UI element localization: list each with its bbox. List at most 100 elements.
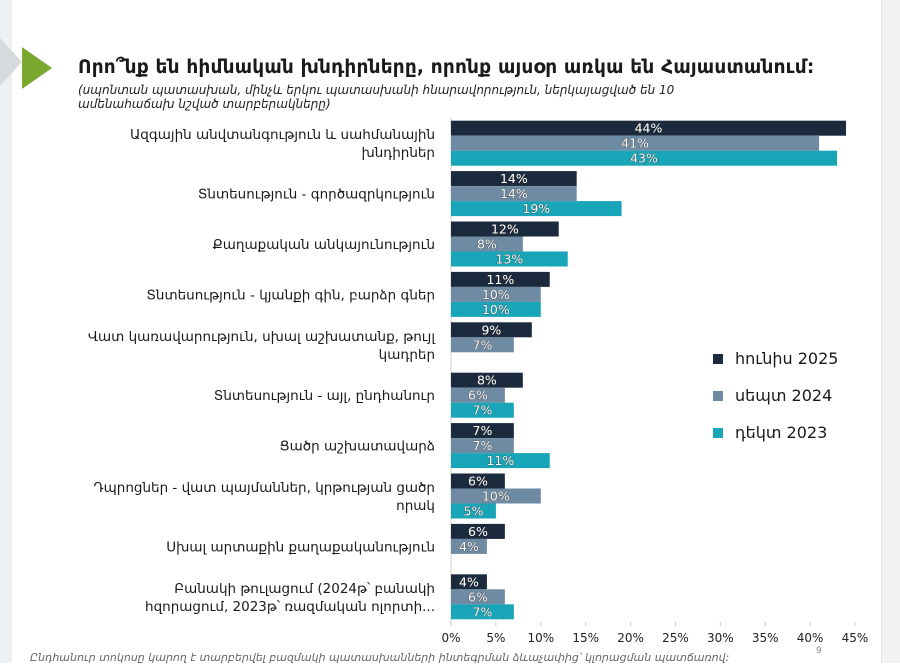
bar: [451, 271, 550, 287]
legend-swatch-icon: [713, 427, 723, 438]
bar-value-label: 10%: [482, 302, 510, 317]
bar-value-label: 10%: [482, 489, 510, 504]
x-tick-label: 25%: [662, 631, 689, 645]
bar: [451, 453, 550, 469]
x-tick-label: 45%: [842, 631, 869, 645]
x-tick-label: 20%: [617, 631, 644, 645]
bar: [451, 150, 838, 166]
bar-value-label: 43%: [630, 151, 658, 166]
x-tick-label: 40%: [797, 631, 824, 645]
bar-value-label: 7%: [473, 423, 493, 438]
legend-label: սեպտ 2024: [735, 386, 833, 405]
bar-value-label: 6%: [468, 524, 488, 539]
legend-label: դեկտ 2023: [735, 423, 828, 442]
category-label: Տնտեսություն - այլ, ընդհանուր: [214, 388, 435, 404]
legend: հունիս 2025 սեպտ 2024 դեկտ 2023: [713, 340, 838, 451]
bar: [451, 589, 505, 605]
category-label: Սխալ արտաքին քաղաքականություն: [166, 539, 435, 555]
footnote: Ընդհանուր տոկոսը կարող է տարբերվել բազմա…: [30, 651, 730, 664]
bar-value-label: 5%: [464, 504, 484, 519]
category-label: Ցածր աշխատավարձ: [280, 439, 435, 455]
bar: [451, 236, 523, 252]
category-label: որակ: [396, 498, 435, 514]
bar-value-label: 6%: [468, 589, 488, 604]
bar-value-label: 6%: [468, 474, 488, 489]
bar-value-label: 7%: [473, 438, 493, 453]
bar-value-label: 9%: [481, 322, 501, 337]
bar-value-label: 8%: [477, 373, 497, 388]
page-number: 9: [816, 646, 822, 656]
gray-triangle-decoration: [0, 38, 22, 86]
x-tick-label: 0%: [441, 631, 460, 645]
bar: [451, 372, 523, 388]
bar: [451, 423, 514, 439]
bar-value-label: 4%: [459, 539, 479, 554]
legend-label: հունիս 2025: [735, 349, 839, 368]
x-tick-label: 15%: [572, 631, 599, 645]
x-tick-label: 30%: [707, 631, 734, 645]
category-label: Քաղաքական անկայունություն: [213, 237, 435, 253]
bar-value-label: 11%: [486, 453, 514, 468]
bar: [451, 438, 514, 454]
bar: [451, 120, 847, 136]
bar: [451, 135, 820, 151]
bar-value-label: 14%: [500, 171, 528, 186]
x-tick-label: 35%: [752, 631, 779, 645]
bar-value-label: 44%: [635, 121, 663, 136]
bar: [451, 574, 487, 590]
legend-swatch-icon: [713, 390, 723, 401]
bar: [451, 171, 577, 187]
bar-value-label: 12%: [491, 222, 519, 237]
left-edge-strip: [0, 0, 12, 663]
bar-value-label: 41%: [621, 136, 649, 151]
scrollbar-track[interactable]: [881, 0, 900, 663]
bar: [451, 301, 541, 317]
bar: [451, 488, 541, 504]
bar-value-label: 6%: [468, 388, 488, 403]
category-label: Տնտեսություն - կյանքի գին, բարձր գներ: [146, 287, 435, 303]
bar: [451, 201, 622, 217]
bar: [451, 251, 568, 267]
bar-value-label: 7%: [473, 403, 493, 418]
bar-value-label: 13%: [495, 252, 523, 267]
category-label: Տնտեսություն - գործազրկություն: [198, 187, 435, 203]
bar-value-label: 10%: [482, 287, 510, 302]
bar: [451, 337, 514, 353]
bar: [451, 604, 514, 620]
x-tick-label: 10%: [527, 631, 554, 645]
bar-value-label: 7%: [473, 337, 493, 352]
bar: [451, 523, 505, 539]
category-label: կադրեր: [379, 347, 435, 363]
bar: [451, 473, 505, 489]
chart-title: Որո՞նք են հիմնական խնդիրները, որոնք այսօ…: [78, 57, 815, 78]
legend-item: դեկտ 2023: [713, 414, 838, 451]
bar: [451, 387, 505, 403]
bar: [451, 221, 559, 237]
category-label: Դպրոցներ - վատ պայմաններ, կրթության ցածր: [93, 480, 435, 496]
category-label: խնդիրներ: [361, 145, 435, 161]
green-triangle-marker: [22, 47, 52, 89]
bar: [451, 538, 487, 554]
bar: [451, 322, 532, 338]
category-label: հզորացում, 2023թ՝ ռազմական ոլորտի...: [145, 599, 435, 615]
bar-value-label: 8%: [477, 237, 497, 252]
chart-subtitle: (սպոնտան պատասխան, մինչև երկու պատասխանի…: [78, 83, 675, 111]
legend-item: հունիս 2025: [713, 340, 838, 377]
category-label: Վատ կառավարություն, սխալ աշխատանք, թույլ: [88, 329, 436, 345]
x-tick-label: 5%: [486, 631, 505, 645]
bar: [451, 186, 577, 202]
bar-value-label: 14%: [500, 186, 528, 201]
bar-value-label: 19%: [522, 201, 550, 216]
bar: [451, 503, 496, 519]
bar-value-label: 4%: [459, 574, 479, 589]
bar: [451, 286, 541, 302]
legend-item: սեպտ 2024: [713, 377, 838, 414]
bar: [451, 402, 514, 418]
category-label: Ազգային անվտանգություն և սահմանային: [130, 127, 435, 143]
category-label: Բանակի թուլացում (2024թ՝ բանակի: [174, 581, 435, 597]
legend-swatch-icon: [713, 353, 723, 364]
bar-value-label: 7%: [473, 604, 493, 619]
bar-value-label: 11%: [486, 272, 514, 287]
plot-area: 0% 5% 10% 15% 20% 25% 30% 35% 40% 45%Ազգային անվտ…: [88, 118, 868, 645]
